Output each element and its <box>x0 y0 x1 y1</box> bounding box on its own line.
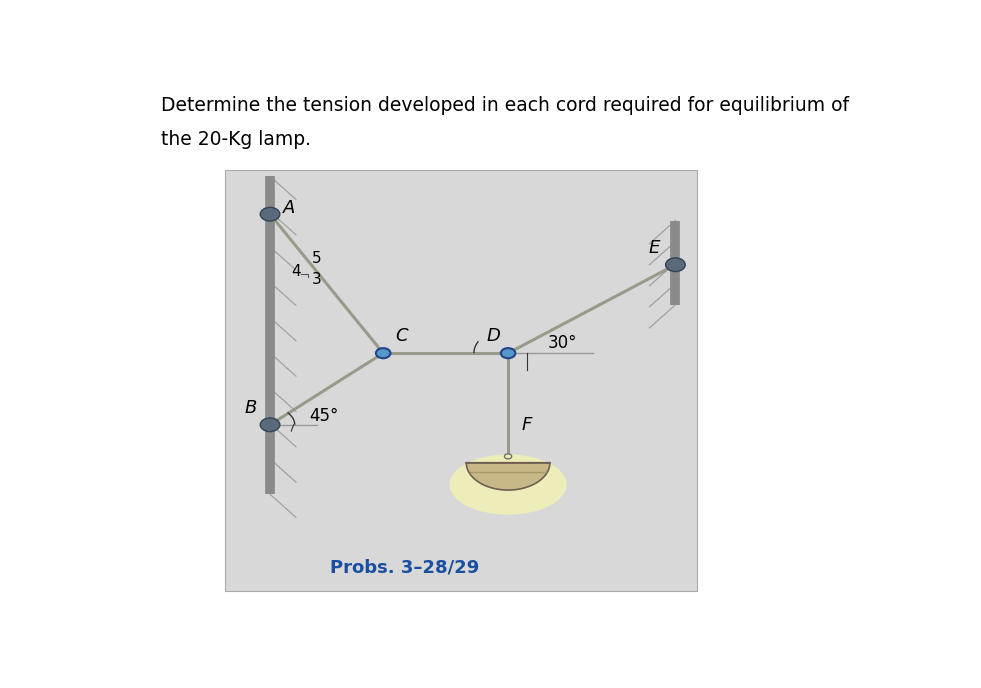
Text: 5: 5 <box>312 251 322 266</box>
FancyBboxPatch shape <box>226 170 697 591</box>
Text: 3: 3 <box>312 272 322 287</box>
Polygon shape <box>466 462 550 490</box>
Text: the 20-Kg lamp.: the 20-Kg lamp. <box>161 130 311 149</box>
Text: C: C <box>395 327 408 345</box>
Text: F: F <box>522 416 532 433</box>
Circle shape <box>666 258 685 272</box>
Text: 45°: 45° <box>310 407 339 425</box>
Text: D: D <box>487 327 501 345</box>
Text: 4: 4 <box>291 264 301 279</box>
Text: 30°: 30° <box>547 334 577 352</box>
Text: A: A <box>283 199 295 217</box>
Text: Probs. 3–28/29: Probs. 3–28/29 <box>330 559 479 577</box>
Circle shape <box>501 348 515 358</box>
Circle shape <box>260 418 280 431</box>
Text: B: B <box>245 399 257 417</box>
Circle shape <box>260 207 280 221</box>
Ellipse shape <box>449 455 567 515</box>
Text: E: E <box>648 239 660 257</box>
Circle shape <box>376 348 390 358</box>
Text: Determine the tension developed in each cord required for equilibrium of: Determine the tension developed in each … <box>161 96 849 115</box>
